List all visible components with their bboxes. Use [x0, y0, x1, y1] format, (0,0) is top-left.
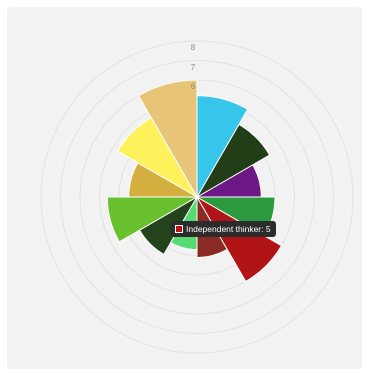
slice-2[interactable] — [116, 116, 199, 199]
slice-8[interactable] — [195, 195, 283, 283]
grid-ring-8 — [40, 40, 354, 354]
tooltip: Independent thinker: 5 — [171, 221, 276, 237]
tick-label-6: 6 — [191, 82, 196, 91]
slice-5[interactable] — [138, 195, 199, 256]
grid-ring-7 — [60, 60, 334, 334]
tooltip-color-swatch — [175, 225, 183, 233]
slice-1[interactable] — [137, 79, 198, 199]
slices — [106, 79, 283, 283]
tooltip-label: Independent thinker: 5 — [186, 224, 271, 234]
tick-label-7: 7 — [191, 63, 196, 72]
slice-4[interactable] — [106, 196, 199, 243]
slice-12[interactable] — [196, 95, 249, 199]
tick-label-8: 8 — [191, 43, 196, 52]
radial-tick-labels: 8 7 6 — [191, 43, 196, 91]
